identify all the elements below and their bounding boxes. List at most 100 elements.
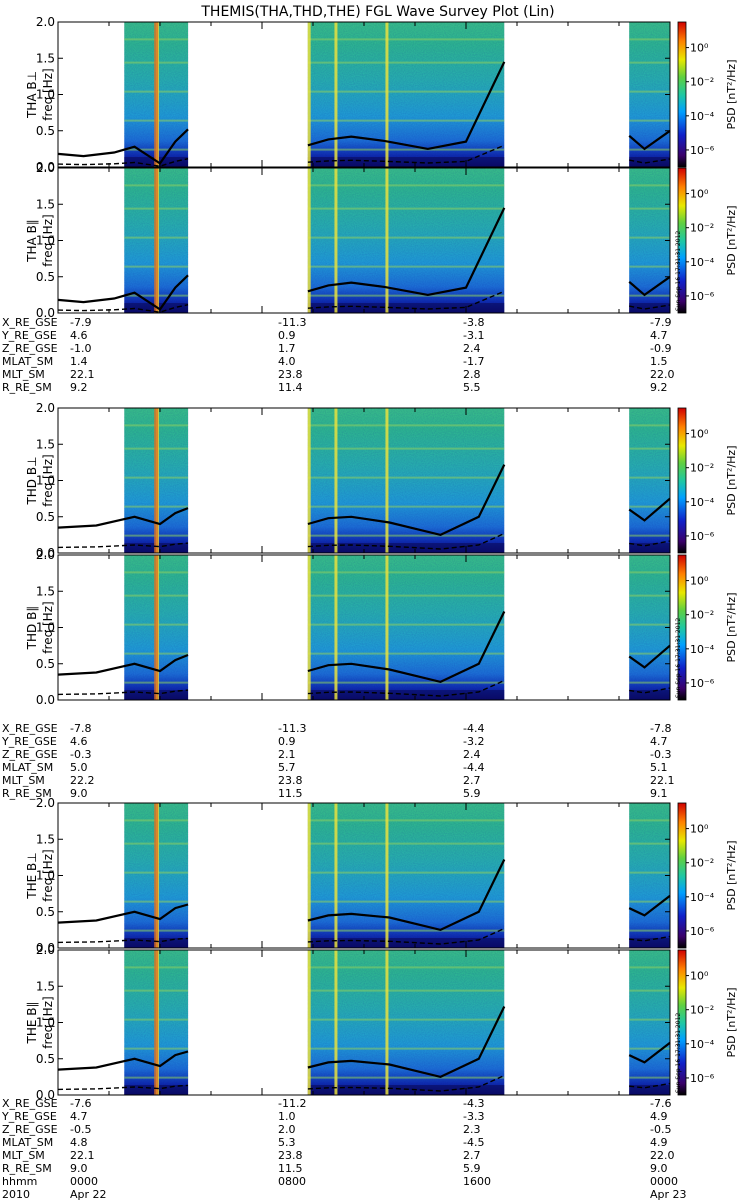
colorbar-tick-label: 10⁻⁶ [690,677,715,690]
colorbar-tick-label: 10⁻⁴ [690,891,715,904]
colorbar-label: PSD [nT²/Hz] [725,840,738,910]
freq-axis-label: freq [Hz] [41,601,55,653]
colorbar-label: PSD [nT²/Hz] [725,205,738,275]
ephemeris-value: 23.8 [278,368,303,381]
fce-curve [628,275,671,297]
low-freq-band [629,1085,670,1095]
fce-curve [307,207,506,297]
y-tick-label: 0.5 [36,1052,55,1066]
ephemeris-value: 2.3 [463,1123,481,1136]
colorbar-tick-label: 10⁰ [690,823,709,836]
y-tick-label: 0.0 [36,941,55,955]
broadband-spike [334,803,338,948]
spectrogram-texture [629,408,670,553]
ephemeris-value: -11.3 [278,316,307,329]
ephemeris-value: 4.9 [650,1136,668,1149]
ephemeris-label: hhmm [2,1175,38,1188]
ephemeris-value: 22.1 [70,1149,95,1162]
spectrogram-texture [307,803,505,948]
ephemeris-value: 4.7 [650,735,668,748]
ephemeris-value: 1.5 [650,355,668,368]
ephemeris-value: -3.1 [463,329,485,342]
broadband-spike [307,555,311,700]
ephemeris-value: 4.9 [650,1110,668,1123]
probe-label: THD B⊥ [25,456,39,505]
ephemeris-value: 9.0 [70,1162,88,1175]
fci-curve [307,679,505,697]
fce-curve [307,859,506,932]
y-tick-label: 1.0 [36,621,55,635]
freq-axis-label: freq [Hz] [41,996,55,1048]
colorbar [677,167,687,314]
ephemeris-value: -3.8 [463,316,485,329]
broadband-spike [154,555,159,700]
fci-curve [629,1082,671,1089]
y-tick-label: 0.0 [36,546,55,560]
colorbar-tick-label: 10⁻⁶ [690,530,715,543]
ephemeris-value: 5.0 [70,761,88,774]
ephemeris-value: -0.5 [650,1123,672,1136]
fce-curve [628,644,671,669]
fce-curve [57,128,189,165]
fci-curve [57,304,189,313]
ephemeris-label: Y_RE_GSE [2,329,57,342]
broadband-spike [307,803,311,948]
ephemeris-value: 0000 [650,1175,678,1188]
spectrogram-texture [307,168,505,313]
y-tick-label: 1.5 [36,979,55,993]
ephemeris-value: 4.8 [70,1136,88,1149]
spectrogram-panel: 0.0 0.5 1.0 1.5 2.0 THA B∥ freq [Hz] 10⁰ 10⁻² 10⁻… [25,161,738,320]
ephemeris-value: 22.0 [650,1149,675,1162]
fce-curve [307,1006,506,1079]
colorbar-tick-label: 10⁻² [690,222,714,235]
freq-axis-label: freq [Hz] [41,454,55,506]
spectrogram-texture [307,555,505,700]
ephemeris-value: 2.1 [278,748,296,761]
ephemeris-value: 5.5 [463,381,481,394]
ephemeris-label: R_RE_SM [2,381,52,394]
broadband-spike [307,950,311,1095]
y-tick-label: 1.0 [36,88,55,102]
y-tick-label: 0.5 [36,124,55,138]
spectrogram-texture [307,22,505,167]
ephemeris-label: MLT_SM [2,774,45,787]
ephemeris-value: 5.9 [463,1162,481,1175]
spectrogram-panel: 0.0 0.5 1.0 1.5 2.0 THE B∥ freq [Hz] 10⁰ 10⁻² 10⁻… [25,943,738,1102]
ephemeris-value: -4.3 [463,1097,485,1110]
colorbar-tick-label: 10⁻⁴ [690,1038,715,1051]
colorbar-tick-label: 10⁻² [690,462,714,475]
plot-title: THEMIS(THA,THD,THE) FGL Wave Survey Plot… [200,4,554,20]
ephemeris-value: 0.9 [278,329,296,342]
fci-curve [629,304,671,310]
ephemeris-label: MLT_SM [2,1149,45,1162]
ephemeris-value: 5.3 [278,1136,296,1149]
colorbar-tick-label: 10⁻⁶ [690,144,715,157]
broadband-spike [334,22,338,167]
ephemeris-value: 0000 [70,1175,98,1188]
ephemeris-value: -1.0 [70,342,92,355]
y-tick-label: 2.0 [36,943,55,957]
ephemeris-value: 9.2 [70,381,88,394]
ephemeris-value: 2.4 [463,748,481,761]
ephemeris-value: Apr 23 [650,1188,687,1201]
colorbar [677,21,687,168]
ephemeris-value: 0.9 [278,735,296,748]
ephemeris-value: 4.7 [650,329,668,342]
probe-label: THA B∥ [25,219,39,263]
ephemeris-label: 2010 [2,1188,30,1201]
ephemeris-value: -1.7 [463,355,485,368]
probe-label: THD B∥ [25,606,39,651]
broadband-spike [334,168,338,313]
ephemeris-value: 4.7 [70,1110,88,1123]
fce-curve [628,129,671,151]
ephemeris-value: 22.1 [650,774,675,787]
broadband-spike [154,168,159,313]
y-tick-label: 1.0 [36,234,55,248]
ephemeris-value: 5.7 [278,761,296,774]
fci-curve [307,532,505,550]
colorbar-label: PSD [nT²/Hz] [725,592,738,662]
colorbar-tick-label: 10⁻² [690,76,714,89]
fci-curve [629,158,671,164]
low-freq-band [629,938,670,948]
fci-curve [57,1084,189,1091]
